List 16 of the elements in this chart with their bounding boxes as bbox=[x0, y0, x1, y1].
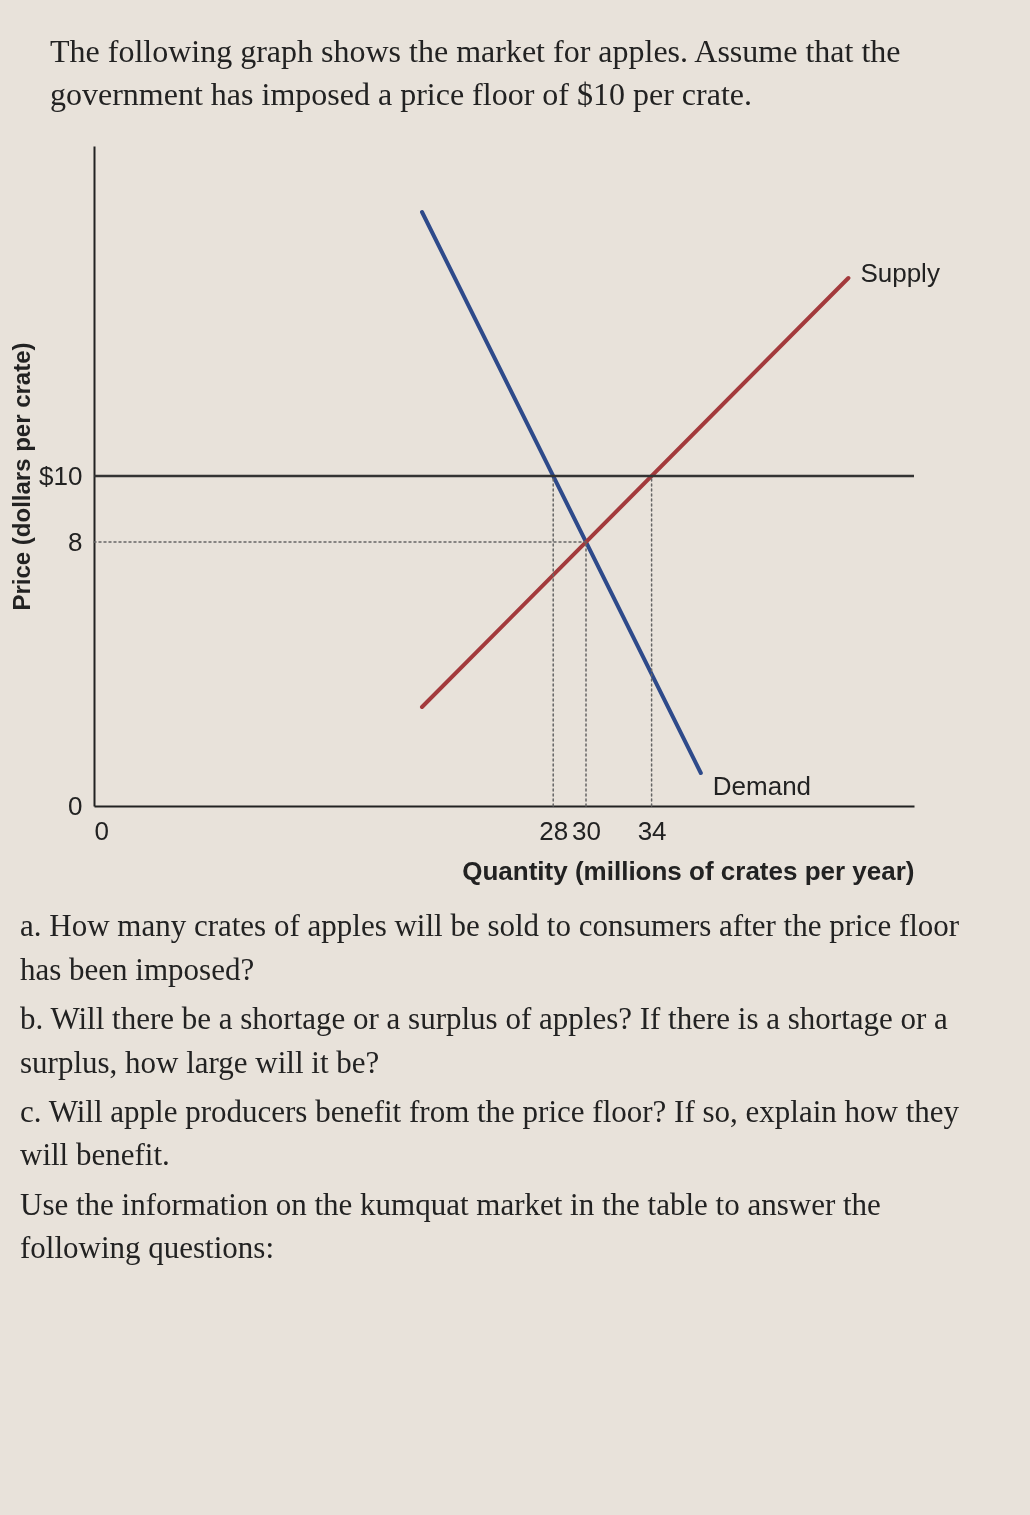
x-tick-label: 34 bbox=[637, 815, 667, 846]
chart-title: The following graph shows the market for apples. Assume that the government has imposed a price floor of $10 per crate. bbox=[49, 32, 902, 115]
x-axis-title: Quantity (millions of crates per year) bbox=[462, 855, 915, 886]
x-tick-label: 30 bbox=[572, 815, 601, 846]
series-label: Supply bbox=[860, 258, 940, 289]
y-tick-label: 0 bbox=[68, 790, 83, 821]
text: a. How many crates of apples will be sold to consumers after the price floor has been imposed? bbox=[20, 907, 961, 989]
text: b. Will there be a shortage or a surplus of apples? If there is a shortage or a surplus, how large will it be? bbox=[20, 1000, 949, 1082]
y-axis-title: Price (dollars per crate) bbox=[8, 342, 36, 611]
text: c. Will apple producers benefit from the price floor? If so, explain how they will benefit. bbox=[20, 1092, 961, 1175]
series-label: Demand bbox=[712, 771, 812, 802]
text: Use the information on the kumquat market in the table to answer the following questions: bbox=[20, 1185, 882, 1268]
y-tick-label: 8 bbox=[68, 526, 83, 557]
x-tick-label: 28 bbox=[539, 815, 569, 846]
x-tick-label: 0 bbox=[94, 815, 109, 846]
y-tick-label: $10 bbox=[39, 460, 83, 491]
